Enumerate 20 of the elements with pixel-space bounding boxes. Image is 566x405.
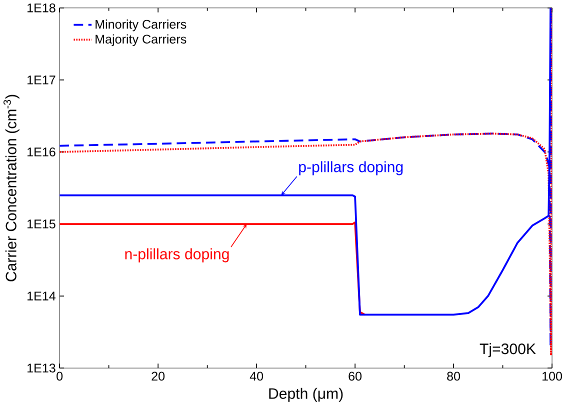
x-tick-label: 80 bbox=[447, 372, 460, 380]
y-tick-label: 1E17 bbox=[28, 75, 56, 84]
x-tick-label: 40 bbox=[250, 372, 264, 380]
x-tick-label: 100 bbox=[542, 372, 562, 380]
annotation: n-plillars doping bbox=[125, 248, 229, 262]
legend-label: Minority Carriers bbox=[96, 19, 186, 32]
y-tick-label: 1E15 bbox=[28, 219, 56, 228]
y-tick-label: 1E14 bbox=[28, 292, 56, 300]
y-tick-label: 1E18 bbox=[28, 3, 56, 12]
x-tick-label: 60 bbox=[348, 372, 362, 380]
x-tick-label: 20 bbox=[152, 372, 165, 380]
y-axis-title: Carrier Concentration (cm$^{-3}$) bbox=[3, 94, 20, 282]
y-tick-label: 1E13 bbox=[28, 363, 56, 372]
x-tick-label: 0 bbox=[56, 372, 63, 380]
legend-label: Majority Carriers bbox=[96, 34, 186, 46]
x-axis-title: Depth (μm) bbox=[269, 388, 343, 402]
annotation: Tj=300K bbox=[480, 342, 536, 357]
y-tick-label: 1E16 bbox=[28, 147, 56, 156]
line-series bbox=[60, 221, 366, 316]
annotation: p-plillars doping bbox=[299, 161, 403, 176]
